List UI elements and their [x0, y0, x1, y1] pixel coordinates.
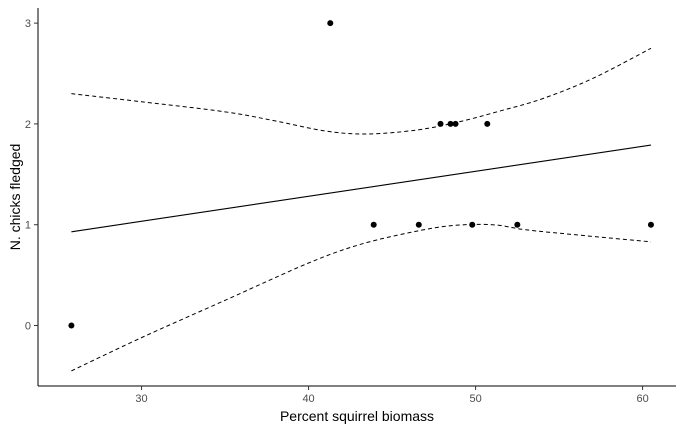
data-point [484, 120, 491, 127]
x-tick-label: 40 [302, 393, 314, 405]
data-point [447, 120, 454, 127]
y-axis-ticks: 0 1 2 3 [25, 18, 38, 333]
y-tick-label: 0 [25, 321, 31, 333]
fit-line-layer [71, 144, 652, 233]
data-point [647, 221, 654, 228]
x-axis-title: Percent squirrel biomass [280, 408, 434, 424]
data-point [68, 322, 75, 329]
y-axis-title: N. chicks fledged [7, 144, 23, 251]
x-tick-label: 50 [469, 393, 481, 405]
x-axis-ticks: 30 40 50 60 [135, 386, 649, 405]
data-point [452, 120, 459, 127]
regression-line [71, 144, 652, 233]
data-point [469, 221, 476, 228]
lower-confidence-curve [71, 223, 651, 372]
data-points-layer [68, 20, 654, 329]
upper-confidence-curve [71, 47, 652, 135]
confidence-band-layer [71, 47, 652, 372]
data-point [437, 120, 444, 127]
y-tick-label: 2 [25, 119, 31, 131]
data-point [370, 221, 377, 228]
x-tick-label: 60 [636, 393, 648, 405]
y-tick-label: 1 [25, 220, 31, 232]
x-tick-label: 30 [135, 393, 147, 405]
data-point [415, 221, 422, 228]
data-point [514, 221, 521, 228]
data-point [327, 20, 334, 27]
y-tick-label: 3 [25, 18, 31, 30]
